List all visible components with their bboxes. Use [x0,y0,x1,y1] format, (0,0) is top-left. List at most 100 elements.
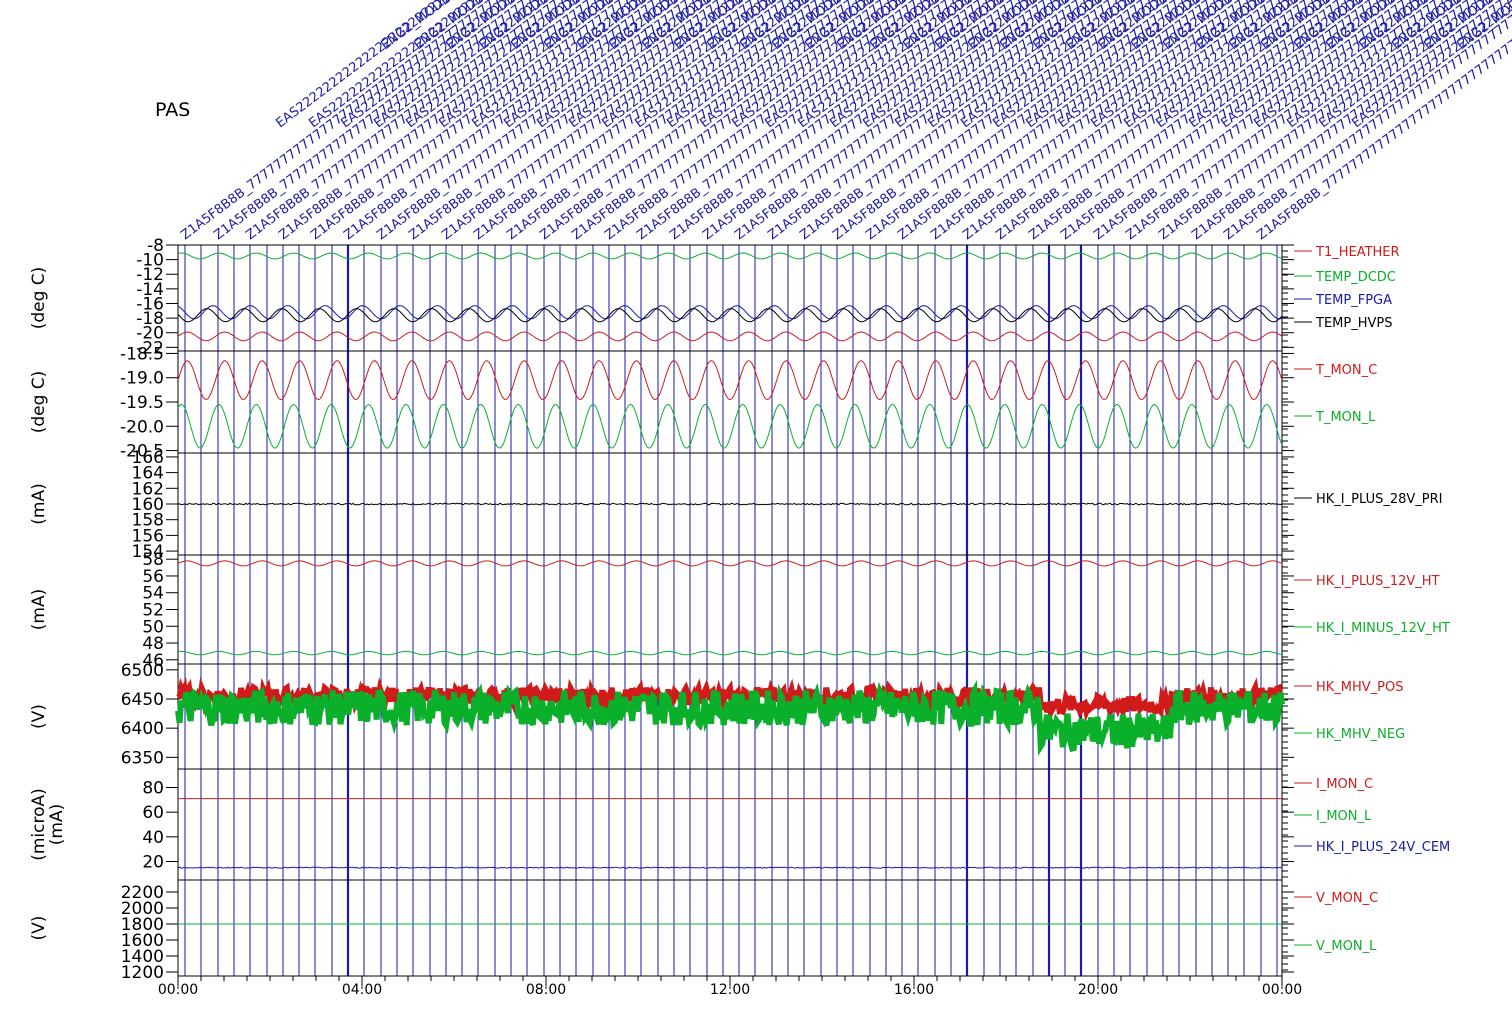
series-label: TEMP_HVPS [1315,316,1392,331]
y-tick-label: 60 [142,803,164,823]
y-tick-label: 52 [142,601,164,621]
y-tick-label: 56 [142,567,164,587]
instrument-title: PAS [155,99,190,121]
series-label: HK_MHV_POS [1316,680,1404,695]
series-line [177,560,1283,567]
x-tick-label: 00:00 [1262,982,1302,998]
series-line [177,360,1283,401]
y-tick-label: 54 [142,584,164,604]
x-tick-label: 16:00 [894,982,934,998]
y-axis-label: (V) [29,704,49,729]
series-label: T_MON_C [1315,363,1377,378]
series-label: TEMP_FPGA [1315,293,1392,308]
y-axis-label: (microA) [29,788,49,861]
y-axis-label: (deg C) [29,371,49,434]
y-tick-label: 1200 [121,963,164,983]
series-label: HK_I_PLUS_28V_PRI [1316,492,1442,507]
y-axis-label: (V) [29,916,49,941]
y-tick-label: 162 [132,479,164,499]
series-label: HK_I_MINUS_12V_HT [1316,621,1450,636]
panel-5: 6500 6450 6400 6350 (V) HK_MHV_POS HK_MHV_NEG [29,661,1405,770]
y-tick-label: -19.0 [120,369,164,389]
y-tick-label: 6450 [121,690,164,710]
y-axis-label: (mA) [29,483,49,524]
header-event-labels: Z1A5F8B8B_777777777777777777777777777777… [178,0,1512,243]
panel-2: -18.5 -19.0 -19.5 -20.0 -20.5 (deg C) T_MON_C T… [29,344,1377,461]
y-tick-label: -8 [147,236,164,256]
y-axis-label: (deg C) [29,267,49,330]
chart-panels: -8-10-12-14-16-18-20-22 (deg C) T1_HEATHER… [29,236,1450,983]
x-tick-label: 20:00 [1078,982,1118,998]
y-tick-label: -18 [136,309,164,329]
y-tick-label: -20.5 [120,442,164,462]
series-label: HK_I_PLUS_12V_HT [1316,574,1440,589]
y-tick-label: 58 [142,550,164,570]
series-line [177,502,1283,506]
series-label: I_MON_L [1316,809,1372,824]
y-tick-label: 1600 [121,931,164,951]
y-tick-label: -20.0 [120,417,164,437]
y-tick-label: -20 [136,324,164,344]
y-tick-label: 46 [142,651,164,671]
y-tick-label: 6500 [121,661,164,681]
event-marker-lines [184,245,1278,976]
panel-frame [177,554,1283,665]
panel-6: 80 60 40 20 (microA)(mA) I_MON_C I_MON_L HK_I_P… [29,768,1450,881]
series-line [177,650,1283,656]
series-line [177,331,1283,342]
y-tick-label: -22 [136,338,164,358]
panel-1: -8-10-12-14-16-18-20-22 (deg C) T1_HEATHER… [29,236,1400,358]
series-label: HK_MHV_NEG [1316,727,1405,742]
series-line [177,403,1283,449]
y-axis-label: (mA) [29,589,49,630]
time-axis: 00:00 04:00 08:00 12:00 16:00 20:00 00:00 [158,976,1302,998]
series-label: TEMP_DCDC [1315,270,1396,285]
y-tick-label: 164 [132,464,164,484]
y-tick-label: 80 [142,779,164,799]
y-tick-label: -16 [136,294,164,314]
y-tick-label: -12 [136,265,164,285]
panel-frame [177,768,1283,881]
series-line [175,679,1285,756]
x-tick-label: 08:00 [526,982,566,998]
y-tick-label: 158 [132,511,164,531]
y-tick-label: -18.5 [120,344,164,364]
series-label: HK_I_PLUS_24V_CEM [1316,840,1450,855]
y-tick-label: 48 [142,634,164,654]
y-tick-label: 2200 [121,883,164,903]
y-tick-label: 40 [142,828,164,848]
series-label: T1_HEATHER [1315,245,1400,260]
y-tick-label: 156 [132,526,164,546]
y-tick-label: -10 [136,251,164,271]
y-tick-label: 1400 [121,947,164,967]
series-line [177,305,1283,320]
y-tick-label: 6350 [121,748,164,768]
y-tick-label: 6400 [121,719,164,739]
y-tick-label: -14 [136,280,164,300]
x-tick-label: 00:00 [158,982,198,998]
x-tick-label: 12:00 [710,982,750,998]
y-tick-label: 154 [132,542,164,562]
series-label: I_MON_C [1316,777,1373,792]
y-tick-label: -19.5 [120,393,164,413]
panel-frame [177,879,1283,977]
series-label: V_MON_L [1316,939,1377,954]
series-label: T_MON_L [1315,410,1376,425]
series-line [177,308,1283,323]
series-label: V_MON_C [1316,891,1378,906]
panel-frame [177,244,1283,352]
y-tick-label: 160 [132,495,164,515]
y-axis-label-2: (mA) [47,804,67,845]
y-tick-label: 1800 [121,915,164,935]
series-line [177,866,1283,869]
y-tick-label: 166 [132,448,164,468]
y-tick-label: 2000 [121,899,164,919]
series-line [177,252,1283,260]
y-tick-label: 50 [142,617,164,637]
x-tick-label: 04:00 [342,982,382,998]
y-tick-label: 20 [142,853,164,873]
